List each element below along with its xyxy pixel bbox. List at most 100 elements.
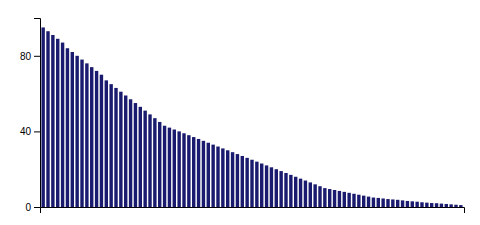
- bar: [328, 189, 331, 207]
- bar: [158, 122, 161, 207]
- x-axis-line: [41, 208, 465, 214]
- bar: [197, 139, 200, 207]
- chart: 0 40 80: [0, 0, 480, 225]
- bar: [411, 201, 414, 207]
- bar: [362, 196, 365, 207]
- bar: [265, 165, 268, 207]
- bar: [425, 203, 428, 207]
- bar: [129, 99, 132, 207]
- y-tick: 0: [25, 202, 40, 213]
- bar: [299, 179, 302, 207]
- bar: [241, 156, 244, 207]
- y-tick-mark: [34, 131, 40, 132]
- bar: [367, 197, 370, 207]
- bar: [347, 193, 350, 207]
- bar: [182, 133, 185, 207]
- bar: [260, 164, 263, 207]
- bar: [211, 145, 214, 207]
- bar: [338, 191, 341, 207]
- bar: [61, 43, 64, 207]
- bar: [304, 181, 307, 207]
- bar: [105, 80, 108, 207]
- bar: [100, 75, 103, 207]
- bar: [445, 204, 448, 207]
- bar: [71, 52, 74, 207]
- bar: [343, 192, 346, 207]
- bar: [318, 186, 321, 207]
- bar: [95, 71, 98, 207]
- bar: [245, 158, 248, 207]
- bar: [202, 141, 205, 207]
- bar: [420, 202, 423, 207]
- bar: [406, 201, 409, 207]
- bar: [377, 198, 380, 207]
- bar: [279, 171, 282, 207]
- bar: [207, 143, 210, 207]
- bar: [352, 194, 355, 207]
- bar: [148, 114, 151, 207]
- bar: [333, 190, 336, 207]
- y-tick-mark: [34, 56, 40, 57]
- bar: [90, 67, 93, 207]
- bar: [46, 31, 49, 207]
- bar: [139, 107, 142, 207]
- bar: [372, 198, 375, 207]
- bar: [381, 198, 384, 207]
- bar: [177, 131, 180, 207]
- bar: [415, 202, 418, 207]
- bar: [51, 35, 54, 207]
- bar: [440, 204, 443, 207]
- bar: [386, 199, 389, 207]
- y-tick-label: 0: [25, 202, 31, 213]
- bar: [192, 137, 195, 207]
- bar: [435, 203, 438, 207]
- bar: [270, 167, 273, 207]
- y-tick-label: 40: [20, 126, 32, 137]
- y-tick: 80: [20, 51, 40, 62]
- bar: [114, 88, 117, 207]
- bar: [231, 152, 234, 207]
- bar: [284, 173, 287, 207]
- y-tick: 40: [20, 126, 40, 137]
- bar: [250, 160, 253, 207]
- bar: [187, 135, 190, 207]
- bar: [401, 200, 404, 207]
- bar: [85, 63, 88, 207]
- bar: [323, 188, 326, 207]
- bar: [134, 103, 137, 207]
- bar: [216, 147, 219, 207]
- bar: [80, 60, 83, 207]
- bar: [163, 126, 166, 207]
- bar: [173, 130, 176, 207]
- bar: [391, 199, 394, 207]
- y-tick-label: 80: [20, 51, 32, 62]
- bar: [294, 177, 297, 207]
- y-tick-mark: [34, 207, 40, 208]
- bar: [119, 92, 122, 207]
- bar: [275, 169, 278, 207]
- bar: [109, 84, 112, 207]
- bar: [236, 154, 239, 207]
- bar: [454, 205, 457, 207]
- bar: [357, 195, 360, 207]
- plot-area: [41, 27, 462, 207]
- bar: [168, 128, 171, 207]
- bar: [41, 27, 44, 207]
- x-axis: [41, 208, 465, 214]
- y-axis-line: [34, 19, 41, 208]
- bar: [255, 162, 258, 207]
- bar: [221, 148, 224, 207]
- bar: [153, 118, 156, 207]
- bar: [56, 39, 59, 207]
- bar: [226, 150, 229, 207]
- bar: [459, 205, 462, 207]
- y-axis: 0 40 80: [20, 19, 41, 213]
- bar: [396, 200, 399, 207]
- bar: [309, 182, 312, 207]
- bar: [449, 204, 452, 207]
- bar: [289, 175, 292, 207]
- bar: [313, 184, 316, 207]
- bar: [430, 203, 433, 207]
- bar: [75, 56, 78, 207]
- bar: [143, 111, 146, 207]
